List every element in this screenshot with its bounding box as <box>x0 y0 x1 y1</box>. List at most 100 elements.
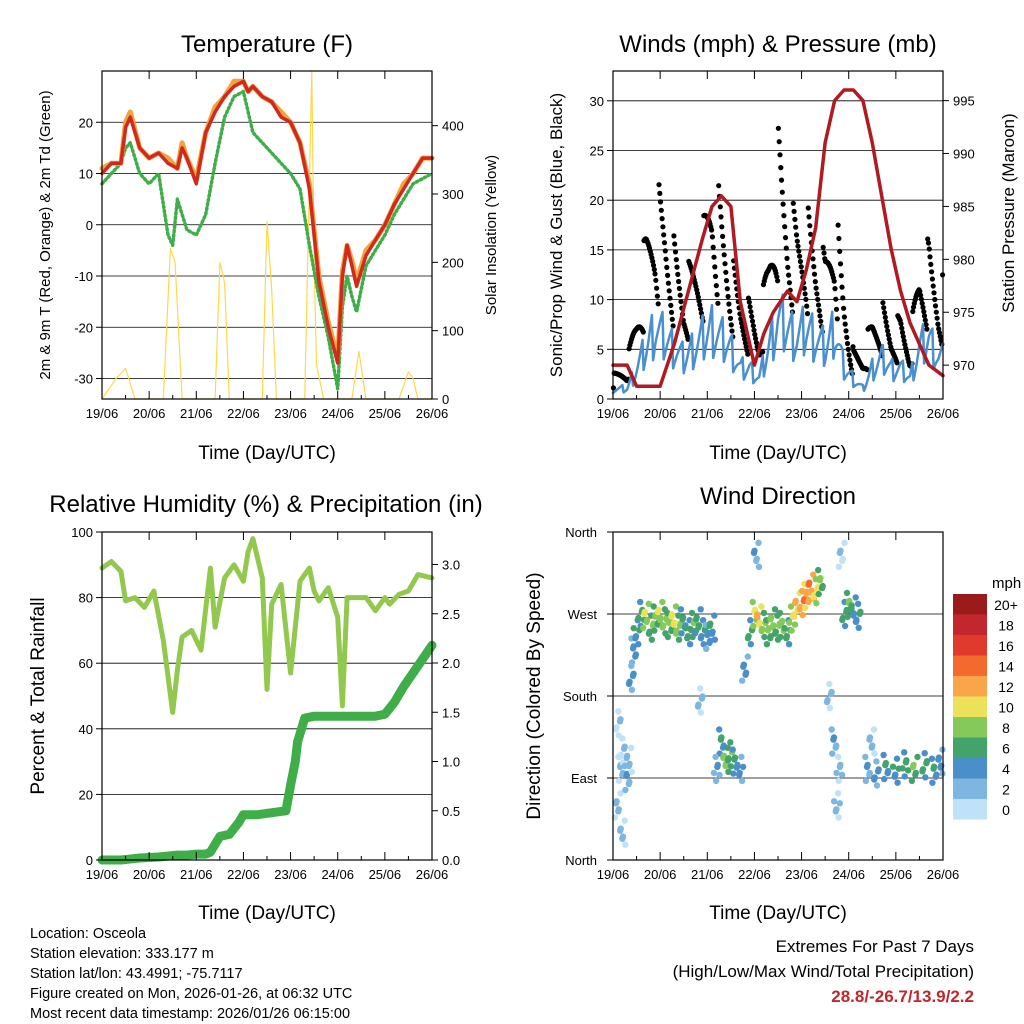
gust-point <box>885 328 891 334</box>
direction-point <box>829 750 836 757</box>
direction-point <box>844 613 851 621</box>
gust-point <box>726 301 732 307</box>
gust-point <box>806 214 812 220</box>
x-tick-label: 20/06 <box>133 867 166 882</box>
winds-series <box>610 88 946 395</box>
direction-point <box>818 584 826 592</box>
gust-point <box>711 254 717 260</box>
direction-point <box>738 777 746 785</box>
gust-point <box>640 329 646 335</box>
x-tick-label: 26/06 <box>927 406 960 421</box>
direction-point <box>623 754 630 761</box>
gust-point <box>833 296 839 302</box>
gust-point <box>793 224 799 230</box>
gust-point <box>842 321 848 327</box>
direction-point <box>712 753 719 761</box>
direction-point <box>625 762 633 769</box>
direction-point <box>799 611 806 619</box>
direction-point <box>767 616 774 623</box>
y2-tick-label: 1.5 <box>442 705 460 720</box>
gust-point <box>840 295 846 301</box>
temp-9m-line <box>99 78 435 361</box>
gust-point <box>714 292 720 298</box>
direction-point <box>753 613 761 620</box>
gust-point <box>753 336 759 342</box>
gust-point <box>650 262 657 268</box>
x-tick-label: 26/06 <box>416 406 449 421</box>
direction-point <box>686 641 694 648</box>
direction-point <box>632 653 639 660</box>
x-tick-label: 25/06 <box>880 867 913 882</box>
direction-point <box>695 624 702 631</box>
gust-point <box>808 231 814 237</box>
gust-point <box>803 296 809 302</box>
direction-point <box>645 630 653 637</box>
colorbar-swatch <box>953 635 987 656</box>
temperature-y2label: Solar Insolation (Yellow) <box>483 155 500 315</box>
direction-point <box>706 622 713 629</box>
x-tick-label: 22/06 <box>738 867 771 882</box>
direction-point <box>923 760 930 767</box>
gust-point <box>864 367 870 373</box>
direction-point <box>740 663 747 670</box>
y-tick-label: -10 <box>74 269 93 284</box>
gust-point <box>793 232 800 238</box>
direction-point <box>787 603 795 610</box>
direction-point <box>635 641 642 648</box>
colorbar-swatch <box>953 655 987 676</box>
direction-point <box>739 763 747 771</box>
direction-point <box>673 630 680 637</box>
x-tick-label: 20/06 <box>644 867 677 882</box>
direction-point <box>753 557 760 564</box>
gust-point <box>723 269 729 275</box>
gust-point <box>799 269 805 275</box>
gust-point <box>820 244 826 250</box>
gust-point <box>720 233 726 239</box>
pressure-line <box>611 88 945 389</box>
winds-panel: Winds (mph) & Pressure (mb) 19/06 20/06 21… <box>547 31 1018 464</box>
gust-point <box>695 294 701 300</box>
gust-point <box>739 324 745 330</box>
direction-point <box>698 695 706 702</box>
direction-point <box>650 603 657 610</box>
gust-point <box>670 323 676 329</box>
colorbar-label: 2 <box>1002 782 1010 798</box>
direction-point <box>621 817 628 824</box>
direction-point <box>622 786 629 794</box>
gust-point <box>795 243 801 249</box>
gust-point <box>697 302 703 308</box>
direction-point <box>786 619 793 626</box>
gust-point <box>657 190 663 196</box>
direction-point <box>922 774 929 781</box>
gust-point <box>816 307 822 314</box>
gust-point <box>779 189 785 195</box>
direction-point <box>764 627 772 634</box>
direction-point <box>826 704 834 712</box>
direction-point <box>884 769 891 777</box>
gust-point <box>797 258 804 265</box>
direction-point <box>637 598 644 606</box>
direction-point <box>854 600 862 607</box>
colorbar-label: 16 <box>998 638 1014 654</box>
gust-point <box>658 207 664 213</box>
gust-point <box>927 254 933 260</box>
direction-point <box>731 756 738 763</box>
gust-point <box>832 286 838 292</box>
direction-point <box>816 576 824 584</box>
direction-point <box>873 782 881 789</box>
x-tick-label: 24/06 <box>321 406 354 421</box>
direction-panel: Wind Direction 19/06 20/06 21/06 22/06 23/06… <box>524 483 1021 924</box>
direction-point <box>659 624 666 631</box>
direction-point <box>835 814 842 821</box>
direction-point <box>856 610 863 617</box>
direction-point <box>901 773 908 780</box>
direction-point <box>629 672 637 679</box>
direction-point <box>834 790 842 797</box>
gust-point <box>651 266 657 273</box>
gust-point <box>760 349 766 355</box>
gust-point <box>782 235 789 241</box>
direction-point <box>716 726 723 733</box>
gust-point <box>790 200 796 206</box>
gust-point <box>811 271 818 277</box>
gust-point <box>812 279 818 285</box>
